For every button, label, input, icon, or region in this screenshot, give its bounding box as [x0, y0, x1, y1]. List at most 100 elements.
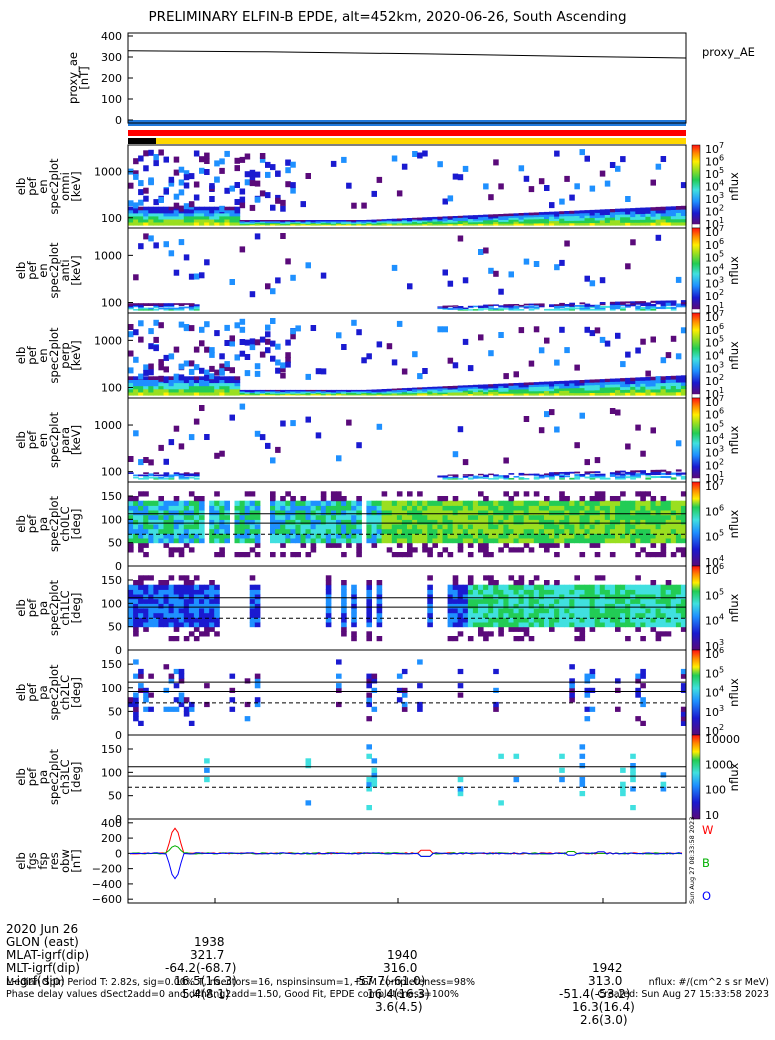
heat-speck [259, 336, 266, 343]
heat-cell [467, 575, 474, 581]
heat-cell [432, 542, 438, 548]
heat-cell [366, 805, 372, 811]
heat-cell [559, 528, 565, 534]
heat-cell [351, 533, 357, 539]
heat-cell [650, 589, 657, 595]
heat-cell [178, 594, 185, 600]
heat-cell [645, 538, 651, 544]
heat-cell [138, 474, 144, 477]
heat-speck [239, 339, 246, 345]
heat-cell [579, 387, 586, 391]
heat-speck [239, 326, 246, 333]
heat-cell [660, 376, 667, 380]
heat-speck [239, 246, 246, 253]
heat-cell [346, 505, 352, 511]
heat-cell [427, 217, 433, 219]
heat-cell [138, 528, 144, 534]
heat-cell [280, 220, 286, 222]
heat-cell [650, 385, 657, 390]
heat-cell [488, 519, 494, 525]
heat-cell [513, 500, 520, 506]
heat-cell [158, 584, 164, 590]
heat-cell [295, 528, 301, 534]
heat-cell [391, 528, 398, 534]
heat-speck [254, 363, 261, 370]
heat-cell [604, 477, 611, 480]
heat-cell [371, 505, 378, 511]
heat-cell [407, 391, 413, 394]
heat-cell [584, 304, 591, 307]
heat-cell [366, 594, 372, 600]
heat-cell [239, 505, 246, 511]
heat-cell [341, 552, 347, 558]
heat-cell [645, 386, 652, 390]
heat-cell [503, 305, 510, 307]
heat-cell [452, 496, 459, 502]
heat-cell [615, 622, 621, 628]
heat-cell [265, 389, 271, 392]
heat-cell [549, 528, 555, 534]
heat-cell [513, 753, 520, 759]
heat-cell [417, 538, 423, 544]
heat-cell [193, 598, 200, 604]
heat-cell [401, 222, 408, 225]
heat-cell [275, 394, 281, 396]
heat-cell [336, 683, 342, 689]
heat-cell [366, 538, 372, 544]
heat-cell [630, 622, 636, 628]
heat-cell [594, 552, 601, 558]
heat-cell [680, 720, 687, 726]
heat-cell [341, 533, 347, 539]
heat-cell [199, 622, 205, 628]
heat-cell [675, 382, 682, 386]
heat-cell [163, 528, 170, 534]
heat-cell [422, 391, 428, 393]
heat-cell [163, 475, 170, 478]
heat-cell [447, 219, 454, 222]
heat-cell [665, 471, 672, 474]
heat-cell [594, 475, 601, 477]
heat-cell [569, 622, 575, 628]
panel-4-ytick-0: 1000 [94, 419, 122, 432]
heat-speck [538, 178, 545, 185]
panel-2-ytick-1: 100 [101, 297, 122, 310]
heat-cell [265, 394, 271, 396]
heat-cell [178, 212, 185, 217]
heat-cell [249, 220, 256, 222]
heat-cell [178, 519, 185, 525]
heat-speck [518, 327, 525, 334]
panel-5-ytick-2: 50 [108, 537, 122, 550]
heat-cell [483, 391, 489, 394]
heat-cell [472, 608, 479, 614]
heat-cell [148, 215, 154, 220]
heat-cell [407, 547, 413, 553]
heat-cell [620, 608, 626, 614]
heat-cell [620, 389, 626, 393]
heat-cell [599, 519, 606, 525]
heat-cell [574, 474, 581, 476]
heat-cell [163, 622, 170, 628]
panel-5-ytick-1: 100 [101, 513, 122, 526]
heat-cell [427, 598, 433, 604]
heat-cell [533, 500, 540, 506]
heat-cell [564, 383, 570, 387]
heat-cell [133, 476, 139, 479]
heat-cell [589, 471, 596, 474]
heat-cell [670, 472, 677, 475]
heat-cell [604, 217, 611, 221]
heat-cell [493, 383, 499, 387]
heat-speck [320, 368, 327, 375]
heat-cell [366, 701, 372, 708]
heat-cell [214, 608, 220, 614]
heat-cell [604, 500, 611, 506]
heat-cell [143, 514, 149, 520]
heat-cell [604, 381, 611, 385]
heat-cell [133, 622, 139, 628]
heat-cell [452, 612, 459, 618]
heat-cell [138, 687, 144, 693]
heat-cell [554, 519, 560, 525]
heat-cell [209, 519, 215, 525]
heat-cell [366, 631, 372, 637]
heat-cell [346, 221, 352, 224]
heat-speck [163, 156, 169, 163]
